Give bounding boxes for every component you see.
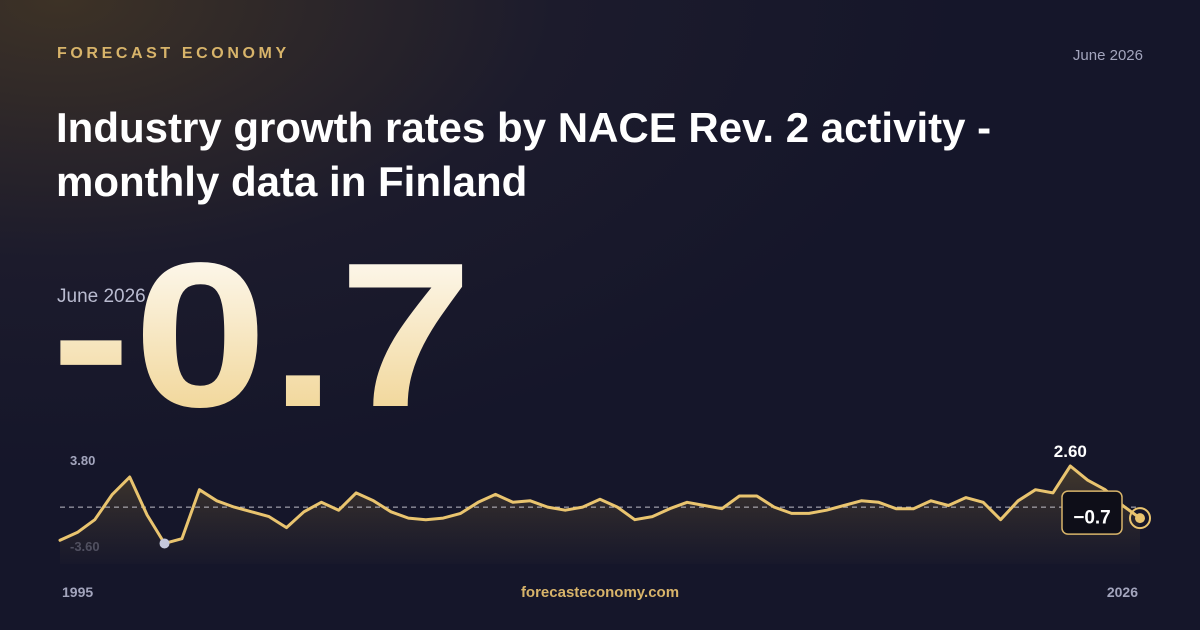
last-point-ring xyxy=(1129,507,1151,530)
line xyxy=(58,464,1142,545)
source: forecasteconomy.com xyxy=(521,584,679,601)
date: June 2026 xyxy=(1073,47,1143,64)
y-tick-label: 3.80 xyxy=(70,453,95,468)
last-point xyxy=(1135,513,1145,524)
brand: FORECAST ECONOMY xyxy=(57,45,290,62)
value-label: −0.7 xyxy=(1073,508,1111,529)
x-tick-label: 2026 xyxy=(1107,584,1138,600)
title-line: Industry growth rates by NACE Rev. 2 act… xyxy=(56,104,991,151)
sparkline: 3.80-3.60199520262.60−0.7 xyxy=(58,442,1151,600)
value-badge xyxy=(1061,490,1123,535)
headline-value: -0.7 xyxy=(51,220,475,450)
title-line: monthly data in Finland xyxy=(56,158,527,205)
x-tick-label: 1995 xyxy=(62,584,93,600)
min-point xyxy=(159,538,170,549)
value-label: 2.60 xyxy=(1054,442,1087,461)
area-fill xyxy=(60,466,1140,564)
headline-label: June 2026 xyxy=(57,286,146,307)
